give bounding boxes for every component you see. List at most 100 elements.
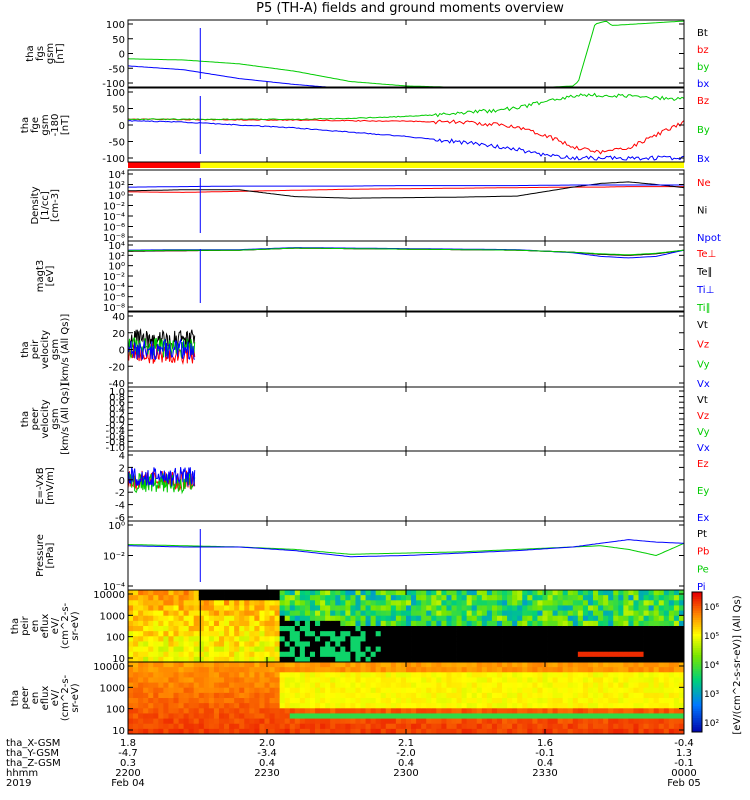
heatmap-cell: [239, 595, 245, 601]
heatmap-cell: [269, 636, 275, 642]
heatmap-cell: [517, 636, 523, 642]
heatmap-cell: [380, 723, 387, 730]
heatmap-cell: [390, 708, 397, 714]
heatmap-cell: [350, 677, 356, 683]
heatmap-cell: [335, 620, 341, 627]
heatmap-cell: [128, 636, 134, 642]
heatmap-cell: [269, 698, 275, 704]
heatmap-cell: [663, 687, 670, 694]
heatmap-cell: [577, 692, 584, 699]
heatmap-cell: [678, 713, 685, 719]
heatmap-cell: [421, 672, 427, 678]
heatmap-cell: [299, 692, 306, 699]
heatmap-cell: [491, 687, 498, 694]
heatmap-cell: [304, 636, 311, 642]
heatmap-cell: [643, 595, 650, 601]
heatmap-cell: [608, 728, 614, 735]
heatmap-cell: [193, 708, 200, 714]
heatmap-cell: [193, 713, 200, 719]
heatmap-cell: [633, 708, 639, 714]
heatmap-cell: [411, 723, 417, 730]
heatmap-cell: [507, 667, 513, 673]
heatmap-cell: [370, 605, 377, 611]
heatmap-cell: [663, 698, 670, 704]
heatmap-cell: [582, 672, 589, 678]
heatmap-cell: [289, 590, 296, 596]
series-line-Pe: [128, 542, 684, 557]
heatmap-cell: [562, 682, 569, 689]
heatmap-cell: [673, 620, 680, 627]
heatmap-cell: [527, 677, 533, 683]
series-line-Vy: [128, 337, 196, 359]
heatmap-cell: [213, 610, 220, 617]
heatmap-cell: [426, 656, 432, 663]
heatmap-cell: [537, 718, 543, 725]
heatmap-cell: [203, 605, 210, 611]
heatmap-cell: [476, 713, 483, 719]
heatmap-cell: [633, 713, 639, 719]
heatmap-cell: [390, 687, 397, 694]
heatmap-cell: [466, 626, 473, 632]
heatmap-cell: [325, 641, 331, 647]
heatmap-cell: [239, 687, 245, 694]
heatmap-cell: [633, 672, 639, 678]
colorbar-cell: [692, 678, 702, 682]
heatmap-cell: [481, 728, 488, 735]
heatmap-cell: [678, 615, 685, 622]
heatmap-cell: [168, 646, 174, 653]
heatmap-cell: [416, 682, 422, 689]
heatmap-cell: [481, 667, 488, 673]
axis-row-value: 0.4: [398, 758, 414, 769]
heatmap-cell: [335, 682, 341, 689]
heatmap-cell: [572, 636, 579, 642]
heatmap-cell: [254, 682, 260, 689]
heatmap-cell: [562, 708, 569, 714]
heatmap-cell: [360, 631, 366, 637]
heatmap-cell: [593, 605, 599, 611]
heatmap-cell: [224, 723, 230, 730]
heatmap-cell: [340, 600, 346, 606]
heatmap-cell: [269, 728, 275, 735]
heatmap-cell: [304, 672, 311, 678]
heatmap-cell: [598, 728, 604, 735]
heatmap-cell: [471, 626, 478, 632]
heatmap-cell: [128, 708, 134, 714]
heatmap-cell: [340, 723, 346, 730]
heatmap-cell: [618, 646, 624, 653]
heatmap-cell: [360, 667, 366, 673]
heatmap-cell: [456, 682, 462, 689]
axis-row-value: 2200: [115, 768, 140, 779]
heatmap-cell: [436, 698, 442, 704]
heatmap-cell: [406, 590, 412, 596]
heatmap-cell: [426, 667, 432, 673]
heatmap-cell: [244, 646, 250, 653]
y-axis-label-line: gsm: [45, 43, 56, 64]
heatmap-cell: [593, 615, 599, 622]
heatmap-cell: [315, 656, 321, 663]
y-axis-label-line: eV/: [50, 689, 61, 706]
heatmap-cell: [264, 677, 270, 683]
heatmap-cell: [603, 595, 609, 601]
heatmap-cell: [542, 620, 548, 627]
heatmap-cell: [557, 662, 564, 668]
heatmap-cell: [360, 636, 366, 642]
heatmap-cell: [370, 636, 377, 642]
heatmap-cell: [335, 662, 341, 668]
heatmap-cell: [173, 620, 179, 627]
heatmap-cell: [208, 713, 215, 719]
plot-frame: [127, 311, 685, 388]
colorbar-cell: [692, 636, 702, 640]
heatmap-cell: [522, 636, 528, 642]
heatmap-cell: [163, 698, 169, 704]
heatmap-cell: [668, 687, 675, 694]
heatmap-cell: [552, 703, 559, 709]
heatmap-cell: [653, 698, 660, 704]
heatmap-cell: [279, 615, 286, 622]
heatmap-cell: [577, 672, 584, 678]
heatmap-cell: [355, 672, 361, 678]
heatmap-cell: [603, 728, 609, 735]
heatmap-cell: [411, 708, 417, 714]
heatmap-cell: [304, 703, 311, 709]
colorbar-cell: [692, 680, 702, 684]
heatmap-cell: [138, 615, 144, 622]
